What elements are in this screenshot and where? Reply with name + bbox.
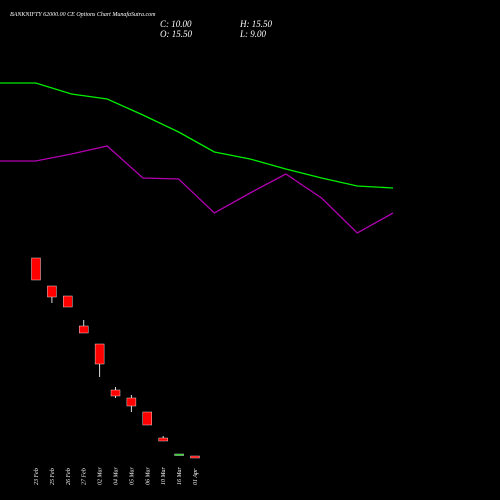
candle-body	[94, 343, 105, 365]
candle-body	[47, 285, 57, 298]
date-label: 23 Feb	[34, 468, 40, 485]
candle-body	[142, 411, 153, 426]
candle-body	[110, 389, 121, 397]
date-label: 02 Mar	[98, 467, 104, 485]
date-label: 27 Feb	[82, 468, 88, 485]
date-label: 26 Feb	[66, 468, 72, 485]
ohlc-open: O: 15.50	[160, 29, 192, 39]
date-label: 05 Mar	[129, 467, 135, 485]
candle-body	[31, 257, 41, 281]
date-label: 16 Mar	[177, 467, 183, 485]
ohlc-high: H: 15.50	[239, 19, 272, 29]
candle-body	[174, 453, 184, 456]
candle-body	[126, 397, 137, 407]
date-label: 25 Feb	[50, 468, 56, 485]
candle-body	[78, 325, 89, 334]
indicator-line	[0, 82, 394, 189]
date-label: 04 Mar	[113, 467, 120, 485]
candle-body	[158, 437, 168, 442]
chart-title: BANKNIFTY 62000.00 CE Options Chart Muna…	[10, 11, 156, 18]
candle-body	[190, 455, 200, 459]
candle-body	[63, 295, 73, 308]
indicator-line	[0, 145, 394, 234]
date-label: 01 Apr	[193, 468, 199, 485]
date-label: 10 Mar	[161, 467, 167, 485]
ohlc-close: C: 10.00	[160, 19, 192, 29]
ohlc-low: L: 9.00	[239, 29, 267, 39]
date-label: 06 Mar	[145, 467, 151, 485]
